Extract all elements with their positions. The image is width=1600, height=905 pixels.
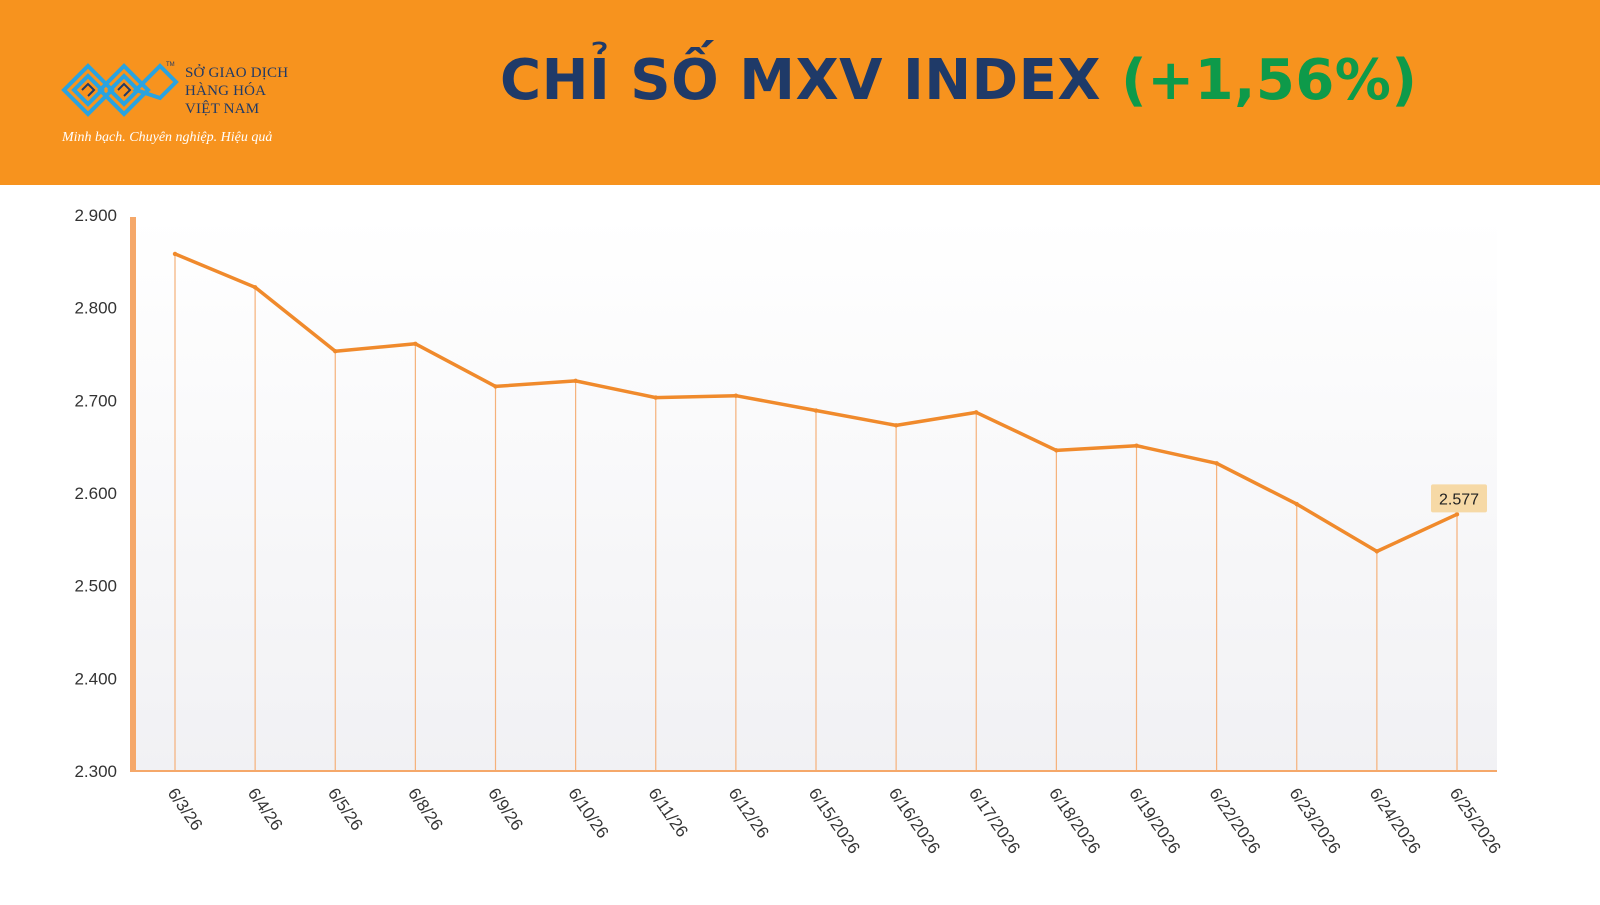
last-value-label-bg <box>1431 484 1487 513</box>
y-tick-label: 2.300 <box>74 762 117 781</box>
trademark-mark: TM <box>166 62 175 68</box>
x-tick-label: 6/8/26 <box>404 784 447 834</box>
header-banner: TM SỞ GIAO DỊCH HÀNG HÓA VIỆT NAM Minh b… <box>0 0 1600 185</box>
x-tick-label: 6/9/26 <box>484 784 527 834</box>
data-point <box>1134 443 1139 448</box>
data-point <box>974 410 979 415</box>
x-tick-label: 6/17/2026 <box>965 784 1024 857</box>
data-point <box>1054 448 1059 453</box>
x-tick-label: 6/15/2026 <box>805 784 864 857</box>
data-point <box>333 349 338 354</box>
data-point <box>172 251 178 257</box>
x-tick-label: 6/18/2026 <box>1045 784 1104 857</box>
logo-line-3: VIỆT NAM <box>185 101 260 117</box>
title-main: CHỈ SỐ MXV INDEX <box>500 48 1102 113</box>
y-tick-label: 2.600 <box>74 484 117 503</box>
logo-text: SỞ GIAO DỊCH HÀNG HÓA VIỆT NAM <box>185 64 288 118</box>
y-tick-label: 2.900 <box>74 206 117 225</box>
data-point <box>573 378 578 384</box>
x-tick-label: 6/24/2026 <box>1366 784 1425 857</box>
y-tick-label: 2.400 <box>74 669 117 688</box>
logo-line-2: HÀNG HÓA <box>185 83 267 99</box>
logo-line-1: SỞ GIAO DỊCH <box>185 65 289 81</box>
data-point <box>1294 501 1299 507</box>
x-tick-label: 6/4/26 <box>244 784 287 834</box>
data-point <box>733 393 739 398</box>
x-tick-label: 6/22/2026 <box>1205 784 1264 857</box>
data-point <box>493 384 498 389</box>
x-tick-label: 6/23/2026 <box>1285 784 1344 857</box>
x-tick-label: 6/5/26 <box>324 784 367 834</box>
x-tick-label: 6/10/26 <box>564 784 612 841</box>
x-tick-label: 6/12/26 <box>725 784 773 841</box>
data-point <box>1214 461 1219 466</box>
last-value-label: 2.577 <box>1439 491 1479 508</box>
x-tick-label: 6/11/26 <box>644 784 691 840</box>
chart-area: 2.300 2.400 2.500 2.600 2.700 2.800 2.900 6/3/… <box>0 185 1600 900</box>
data-point <box>413 341 418 347</box>
x-tick-label: 6/25/2026 <box>1446 784 1505 857</box>
x-tick-label: 6/16/2026 <box>885 784 944 857</box>
data-point <box>252 285 258 290</box>
logo-tagline: Minh bạch. Chuyên nghiệp. Hiệu quả <box>62 130 273 145</box>
y-tick-label: 2.500 <box>74 577 117 596</box>
line-chart: 2.300 2.400 2.500 2.600 2.700 2.800 2.900 6/3/… <box>74 206 1505 857</box>
x-tick-label: 6/19/2026 <box>1125 784 1184 857</box>
x-tick-label: 6/3/26 <box>164 784 207 834</box>
data-point <box>1374 549 1380 554</box>
y-tick-label: 2.700 <box>74 391 117 410</box>
data-point <box>653 395 658 400</box>
data-point <box>893 423 899 428</box>
data-point <box>1454 512 1460 517</box>
page-title: CHỈ SỐ MXV INDEX (+1,56%) <box>500 48 1417 113</box>
mxv-logo: TM SỞ GIAO DỊCH HÀNG HÓA VIỆT NAM Minh b… <box>60 62 320 152</box>
y-tick-label: 2.800 <box>74 299 117 318</box>
logo-mark-icon <box>61 63 179 117</box>
title-change-percent: (+1,56%) <box>1121 48 1418 113</box>
data-point <box>813 408 819 413</box>
